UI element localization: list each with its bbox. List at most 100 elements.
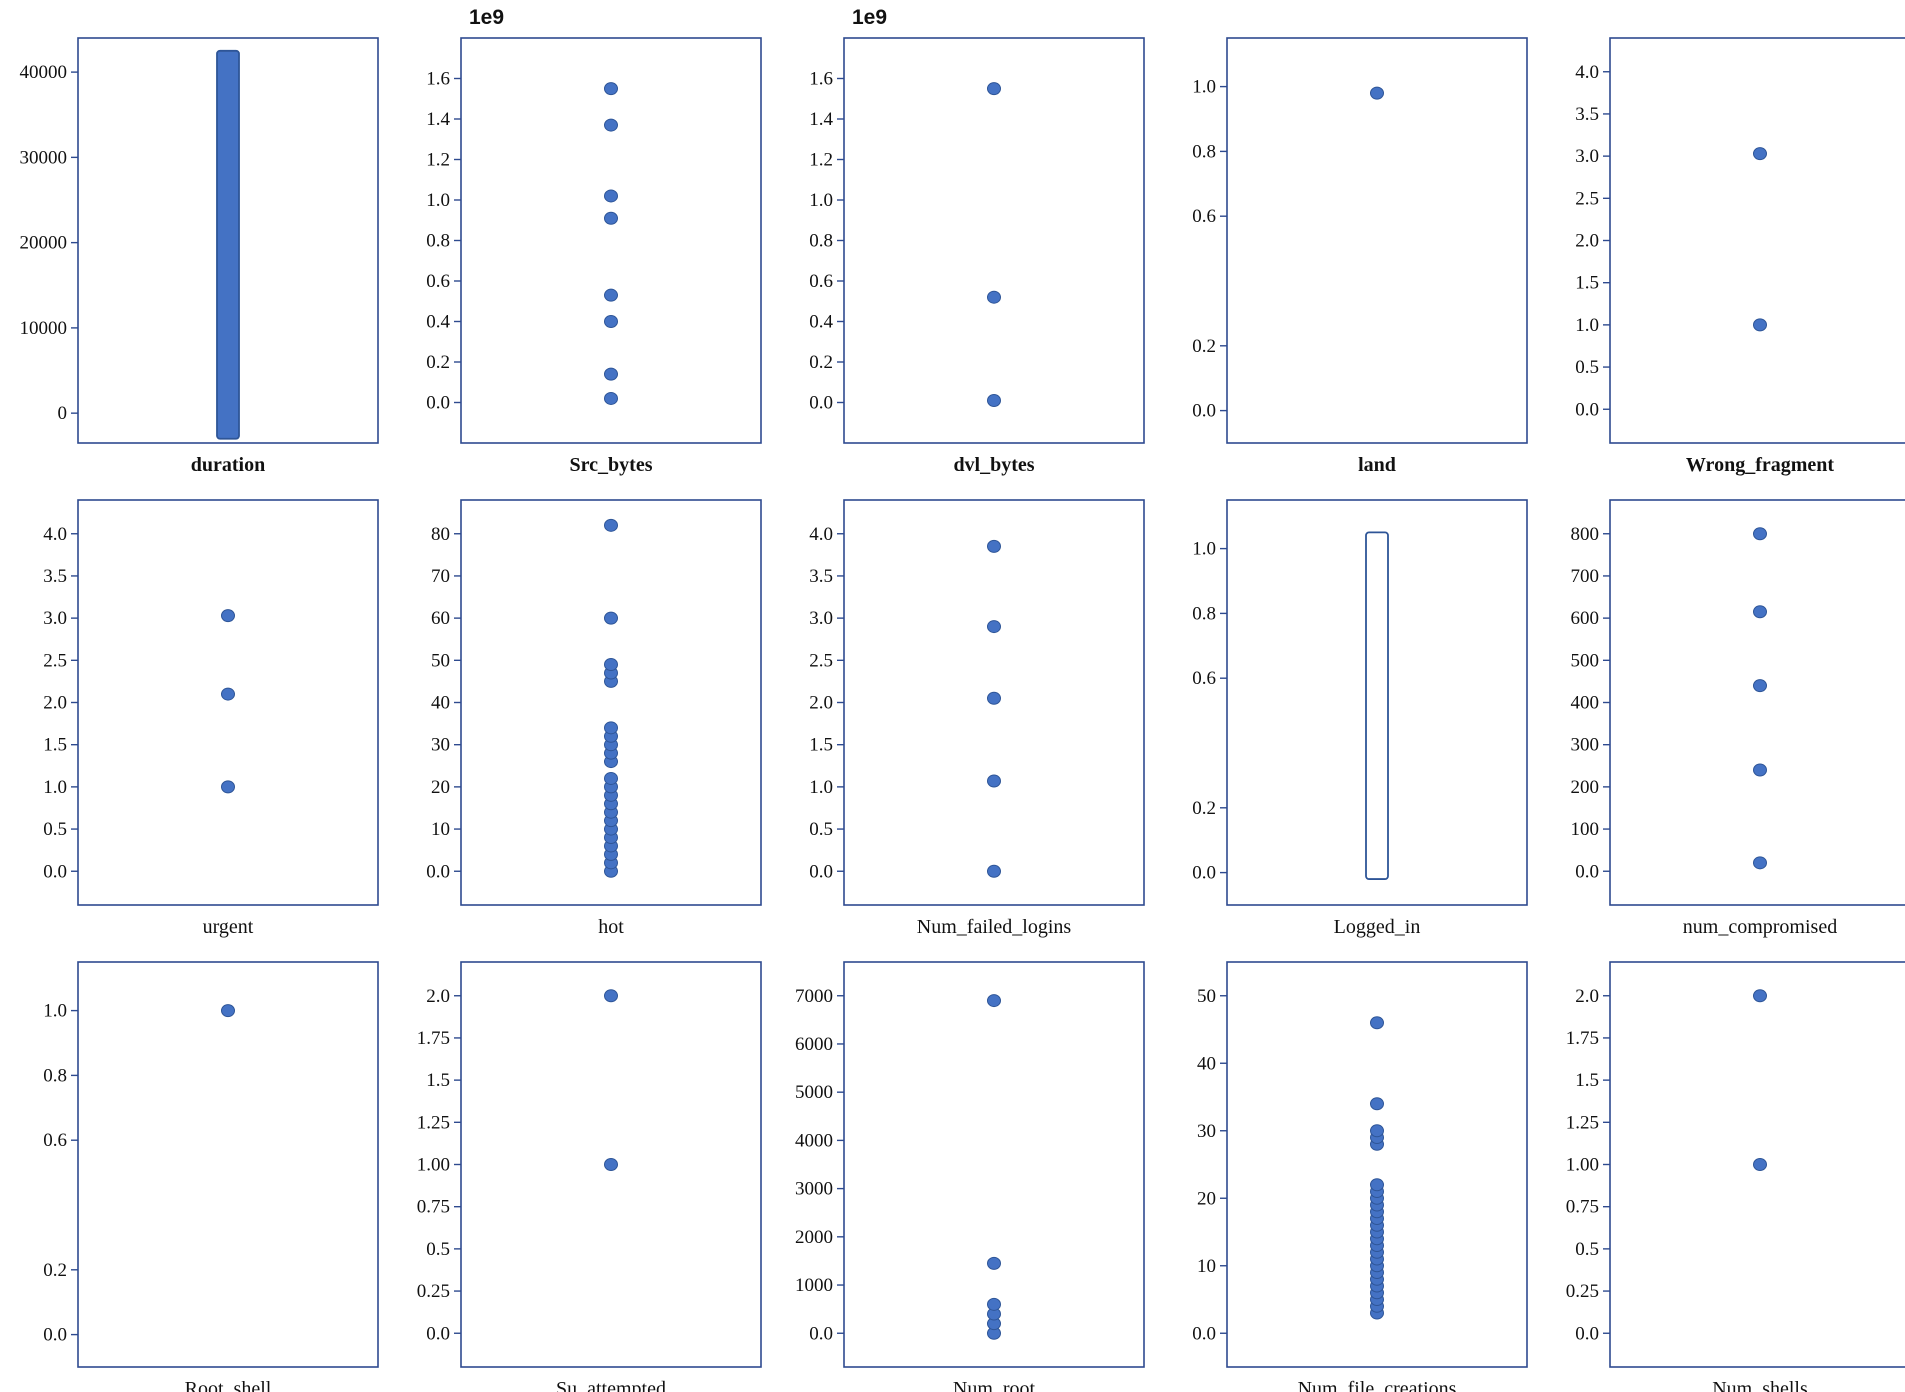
y-tick-label: 0.0: [1575, 399, 1599, 420]
y-tick-label: 3.5: [809, 566, 833, 587]
panel-num-compromised: 0.0 100 200 300 400 500 600 700 800 num_compromis…: [1532, 462, 1905, 938]
y-tick-label: 1.4: [426, 109, 450, 130]
x-axis-label: urgent: [203, 916, 254, 938]
y-tick-label: 0.0: [43, 861, 67, 882]
y-tick-label: 0.6: [1192, 668, 1216, 689]
y-tick-label: 0.0: [1575, 861, 1599, 882]
y-tick-label: 1.0: [1192, 539, 1216, 560]
outlier-point: [221, 1004, 235, 1018]
y-tick-label: 1.5: [43, 735, 67, 756]
y-tick-label: 2.0: [1575, 231, 1599, 252]
y-tick-label: 500: [1571, 650, 1600, 671]
y-tick-label: 0.25: [417, 1281, 450, 1302]
outlier-point: [1370, 1097, 1384, 1111]
outlier-point: [987, 620, 1001, 634]
chart-svg: 0.0 0.5 1.0 1.5 2.0 2.5 3.0 3.5 4.0 Wrong_fragmen…: [1575, 37, 1905, 476]
outlier-point: [987, 774, 1001, 788]
y-tick-label: 80: [431, 524, 450, 545]
outlier-point: [1370, 1124, 1384, 1138]
y-tick-label: 1.5: [1575, 1070, 1599, 1091]
plot-frame: [77, 961, 379, 1368]
y-tick-label: 3.0: [809, 608, 833, 629]
outlier-point: [1753, 1158, 1767, 1171]
y-tick-label: 0.5: [809, 819, 833, 840]
y-tick-label: 2000: [795, 1227, 833, 1248]
y-tick-label: 400: [1571, 693, 1600, 714]
outlier-range-bar: [216, 49, 240, 440]
y-tick-label: 1000: [795, 1275, 833, 1296]
y-tick-label: 10: [431, 819, 450, 840]
x-axis-label: Wrong_fragment: [1686, 454, 1834, 476]
y-tick-label: 60: [431, 608, 450, 629]
y-tick-label: 20: [431, 777, 450, 798]
y-tick-label: 20000: [20, 233, 68, 254]
y-tick-label: 3.0: [43, 608, 67, 629]
outlier-point: [1753, 989, 1767, 1003]
y-tick-label: 0.6: [1192, 206, 1216, 227]
y-tick-label: 0.0: [1192, 863, 1216, 884]
y-tick-label: 50: [1197, 986, 1216, 1007]
y-tick-label: 1.00: [1566, 1155, 1599, 1176]
outlier-point: [604, 1158, 618, 1171]
y-tick-label: 20: [1197, 1188, 1216, 1209]
y-tick-label: 0.0: [426, 393, 450, 414]
x-axis-label: hot: [598, 916, 624, 938]
y-tick-label: 3.0: [1575, 146, 1599, 167]
y-tick-label: 1.0: [43, 1001, 67, 1022]
chart-svg: 0.0 0.2 0.6 0.8 1.0 Root_shell: [43, 961, 379, 1392]
y-tick-label: 50: [431, 650, 450, 671]
panel-num-file-creations: 0.0 10 20 30 40 50 Num_file_creations: [1149, 924, 1530, 1392]
outlier-point: [1370, 1016, 1384, 1030]
panel-duration: 0 10000 20000 30000 40000 duration: [0, 0, 381, 476]
y-tick-label: 0.8: [1192, 141, 1216, 162]
y-tick-label: 2.0: [809, 693, 833, 714]
outlier-point: [604, 721, 618, 735]
y-tick-label: 0.8: [43, 1065, 67, 1086]
y-tick-label: 0.5: [1575, 1239, 1599, 1260]
x-axis-label: Su_attempted: [556, 1378, 666, 1392]
y-tick-label: 0.0: [809, 393, 833, 414]
chart-svg: 0.0 0.5 1.0 1.5 2.0 2.5 3.0 3.5 4.0 Num_failed_lo…: [809, 499, 1145, 938]
y-tick-label: 1.0: [809, 190, 833, 211]
y-tick-label: 1.2: [809, 150, 833, 171]
outlier-point: [987, 1297, 1001, 1311]
panel-num-shells: 0.0 0.25 0.5 0.75 1.00 1.25 1.5 1.75 2.0 Num_shel…: [1532, 924, 1905, 1392]
outlier-point: [604, 989, 618, 1003]
y-tick-label: 1.6: [809, 69, 833, 90]
y-tick-label: 0.0: [43, 1325, 67, 1346]
y-tick-label: 2.5: [1575, 188, 1599, 209]
chart-svg: 0.0 0.2 0.4 0.6 0.8 1.0 1.2 1.4 1.6 1e9 Src_bytes: [426, 6, 762, 476]
outlier-point: [987, 1256, 1001, 1270]
y-tick-label: 3.5: [1575, 104, 1599, 125]
plot-frame: [1609, 499, 1905, 906]
plot-frame: [460, 37, 762, 444]
y-tick-label: 0.6: [426, 271, 450, 292]
y-tick-label: 0.8: [426, 231, 450, 252]
outlier-point: [987, 82, 1001, 96]
chart-svg: 0 10000 20000 30000 40000 duration: [20, 37, 379, 476]
outlier-point: [604, 771, 618, 785]
y-tick-label: 30: [431, 735, 450, 756]
y-tick-label: 0.2: [1192, 336, 1216, 357]
y-tick-label: 10000: [20, 318, 68, 339]
plot-frame: [1226, 961, 1528, 1368]
y-tick-label: 1.00: [417, 1155, 450, 1176]
chart-svg: 0.0 0.25 0.5 0.75 1.00 1.25 1.5 1.75 2.0 Num_shel…: [1566, 961, 1905, 1392]
y-tick-label: 600: [1571, 608, 1600, 629]
y-tick-label: 1.0: [43, 777, 67, 798]
y-tick-label: 2.0: [426, 986, 450, 1007]
y-tick-label: 0.75: [417, 1197, 450, 1218]
outlier-range-bar: [1365, 531, 1389, 880]
y-tick-label: 0.0: [809, 1323, 833, 1344]
panel-logged-in: 0.0 0.2 0.6 0.8 1.0 Logged_in: [1149, 462, 1530, 938]
panel-su-attempted: 0.0 0.25 0.5 0.75 1.00 1.25 1.5 1.75 2.0 Su_attem…: [383, 924, 764, 1392]
x-axis-label: Src_bytes: [570, 454, 653, 476]
outlier-point: [604, 82, 618, 96]
y-tick-label: 7000: [795, 986, 833, 1007]
x-axis-label: land: [1358, 454, 1396, 476]
panel-root-shell: 0.0 0.2 0.6 0.8 1.0 Root_shell: [0, 924, 381, 1392]
outlier-point: [1370, 1178, 1384, 1192]
outlier-point: [1753, 679, 1767, 693]
panel-urgent: 0.0 0.5 1.0 1.5 2.0 2.5 3.0 3.5 4.0 urgent: [0, 462, 381, 938]
x-axis-label: Root_shell: [185, 1378, 272, 1392]
